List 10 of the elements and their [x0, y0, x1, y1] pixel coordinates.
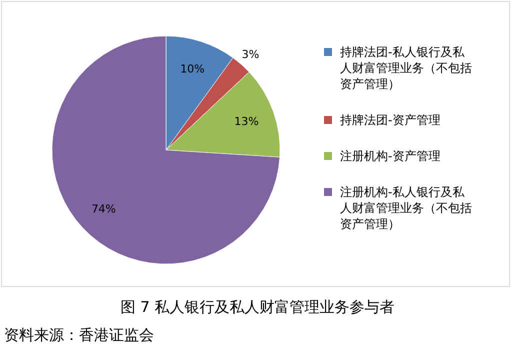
legend-label: 持牌法团-资产管理	[340, 113, 440, 127]
data-label: 10%	[180, 62, 205, 76]
data-label: 74%	[91, 202, 116, 216]
data-label: 3%	[242, 48, 260, 62]
legend-label: 注册机构-私人银行及私人财富管理业务（不包括资产管理）	[340, 185, 472, 231]
data-label: 13%	[234, 115, 259, 128]
text: 图 7 私人银行及私人财富管理业务参与者	[119, 298, 396, 317]
legend-label: 注册机构-资产管理	[340, 149, 440, 163]
text: 资料来源：香港证监会	[4, 326, 154, 345]
legend-label: 持牌法团-私人银行及私人财富管理业务（不包括资产管理）	[340, 45, 472, 91]
